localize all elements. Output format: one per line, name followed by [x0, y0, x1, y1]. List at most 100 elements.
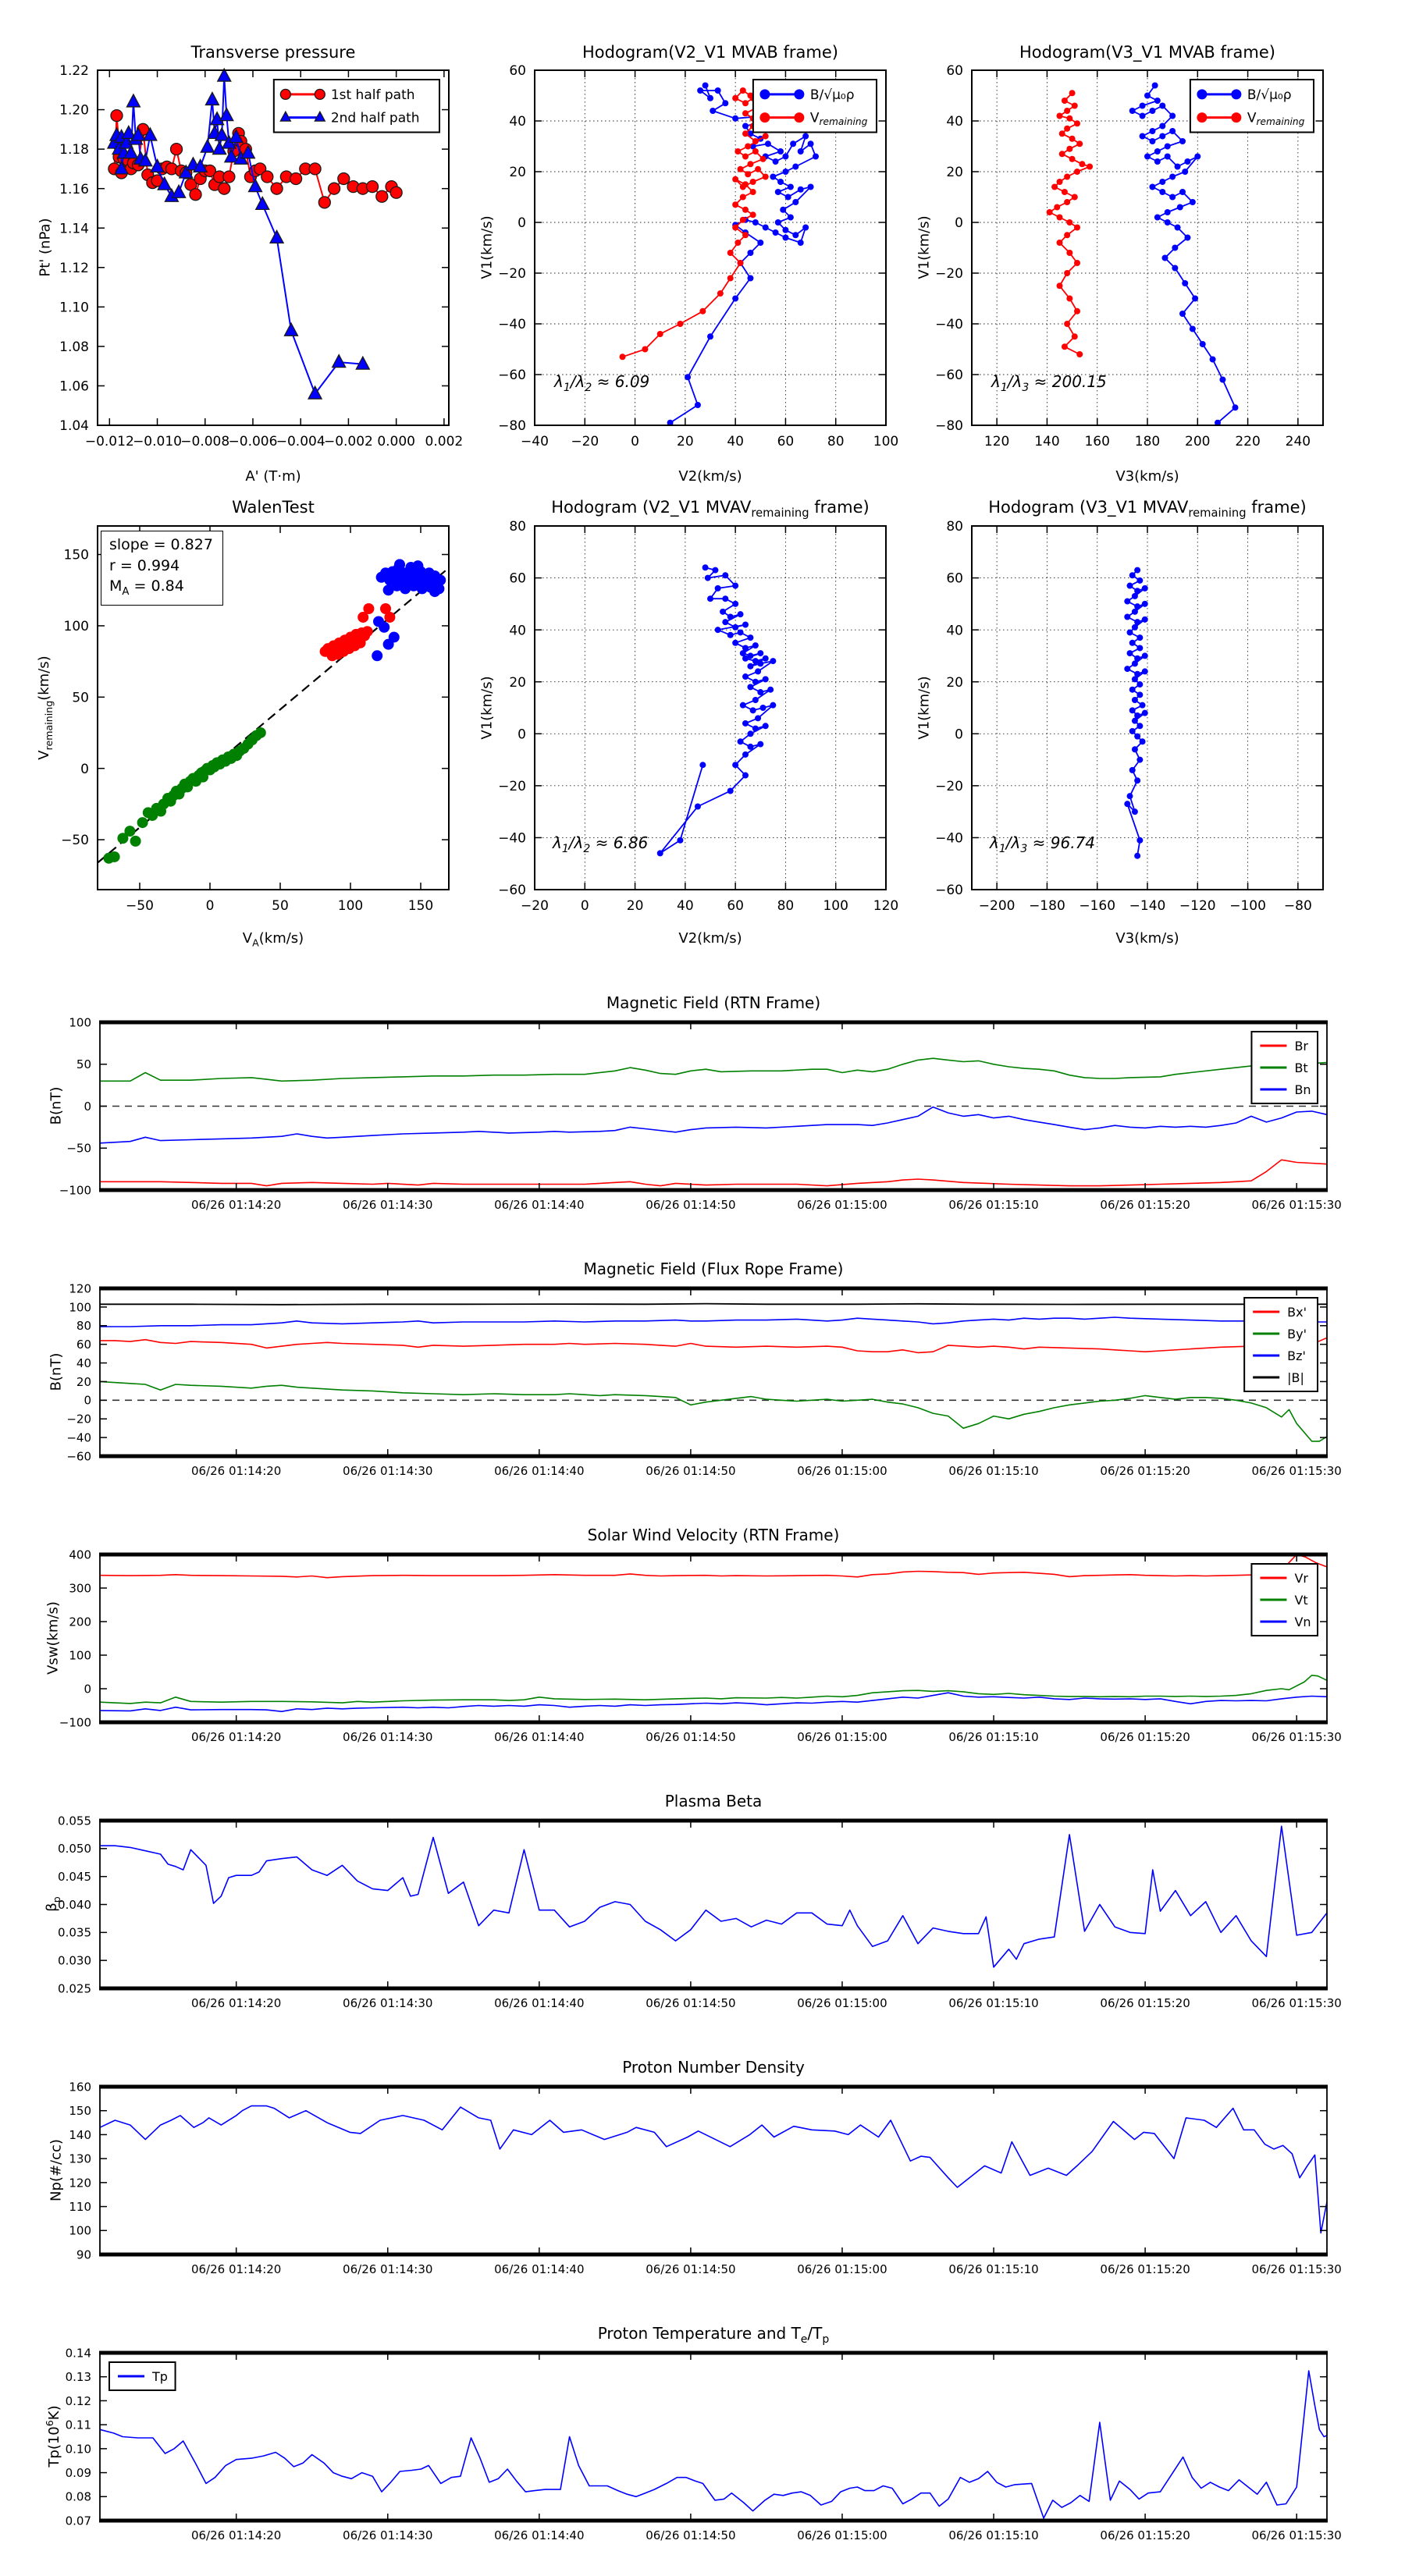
svg-text:−100: −100	[59, 1183, 91, 1197]
axes-frame	[97, 69, 450, 426]
tick-marks	[98, 69, 449, 426]
series--b-	[100, 1302, 1327, 1306]
plasma-beta-canvas: 06/26 01:14:20 06/26 01:14:30 06/26 01:14:…	[58, 1814, 1342, 2010]
svg-text:−60: −60	[66, 1449, 91, 1463]
svg-text:−0.002: −0.002	[324, 434, 373, 449]
tick-marks	[972, 525, 1323, 890]
svg-text:80: 80	[76, 1319, 91, 1333]
svg-text:−100: −100	[59, 1715, 91, 1729]
svg-text:60: 60	[509, 571, 526, 587]
svg-text:06/26 01:14:50: 06/26 01:14:50	[646, 1730, 735, 1744]
svg-text:0.030: 0.030	[58, 1954, 91, 1968]
svg-text:−0.008: −0.008	[180, 434, 229, 449]
svg-text:06/26 01:14:20: 06/26 01:14:20	[191, 2528, 281, 2542]
svg-text:0.07: 0.07	[66, 2514, 91, 2528]
chart-title: Plasma Beta	[664, 1792, 763, 1810]
svg-text:06/26 01:15:10: 06/26 01:15:10	[948, 1730, 1038, 1744]
chart-title: Magnetic Field (Flux Rope Frame)	[583, 1260, 844, 1278]
panel-transverse-pressure: −0.012 −0.010 −0.008 −0.006 −0.004 −0.002 0.00…	[23, 20, 492, 523]
svg-text:0.13: 0.13	[66, 2370, 91, 2384]
series-bn	[99, 1106, 1328, 1144]
svg-text:06/26 01:14:50: 06/26 01:14:50	[646, 1996, 735, 2010]
tick-labels: 06/26 01:14:20 06/26 01:14:30 06/26 01:14:…	[59, 1547, 1342, 1744]
tick-marks	[972, 69, 1323, 426]
svg-text:−60: −60	[498, 368, 526, 383]
chart-title: Hodogram (V3_V1 MVAVremaining frame)	[988, 498, 1307, 521]
svg-text:−20: −20	[521, 898, 549, 914]
svg-text:Vremaining​: Vremaining​	[810, 111, 868, 127]
svg-text:06/26 01:15:30: 06/26 01:15:30	[1251, 1198, 1341, 1212]
axes-frame	[534, 69, 887, 426]
series-vr	[99, 1554, 1328, 1579]
tick-marks	[100, 1022, 1327, 1191]
axes-frame	[99, 1288, 1328, 1457]
svg-text:06/26 01:15:30: 06/26 01:15:30	[1251, 1464, 1341, 1478]
svg-text:60: 60	[727, 898, 744, 914]
eigenvalue-ratio-annotation: λ1/λ2 ≈ 6.09	[554, 372, 650, 394]
svg-text:1.22: 1.22	[59, 63, 89, 79]
series-bt	[100, 1057, 1328, 1082]
panel-magnetic-field-fluxrope: 06/26 01:14:20 06/26 01:14:30 06/26 01:14:…	[23, 1245, 1382, 1512]
series-bz-	[100, 1316, 1327, 1327]
svg-text:−50: −50	[126, 898, 154, 914]
svg-text:1.18: 1.18	[59, 142, 89, 158]
y-axis-label: B(nT)	[48, 1086, 65, 1125]
panel-proton-density: 06/26 01:14:20 06/26 01:14:30 06/26 01:14:…	[23, 2044, 1382, 2310]
svg-text:−20: −20	[935, 779, 963, 794]
svg-text:Br: Br	[1294, 1039, 1308, 1053]
walen-mach-number: MA = 0.84	[109, 577, 184, 598]
svg-text:Bt: Bt	[1294, 1061, 1307, 1075]
y-axis-label: V1(km/s)	[478, 215, 496, 279]
svg-text:60: 60	[76, 1338, 91, 1352]
svg-text:06/26 01:15:30: 06/26 01:15:30	[1251, 1996, 1341, 2010]
svg-text:1.16: 1.16	[59, 182, 89, 197]
svg-text:40: 40	[509, 114, 526, 130]
chart-title: Solar Wind Velocity (RTN Frame)	[587, 1526, 840, 1544]
svg-text:50: 50	[272, 898, 289, 914]
tick-labels: −40 −20 0 20 40 60 80 100 −80 −60 −40 −20 0 20 40 60	[498, 63, 898, 449]
b-rtn-canvas: 06/26 01:14:20 06/26 01:14:30 06/26 01:14:…	[59, 1015, 1342, 1212]
y-axis-label: Np(#/cc)	[48, 2139, 65, 2201]
svg-text:06/26 01:15:20: 06/26 01:15:20	[1100, 2528, 1190, 2542]
svg-text:110: 110	[69, 2200, 91, 2214]
series-first-third	[103, 727, 266, 864]
svg-text:200: 200	[1185, 434, 1210, 449]
chart-title: WalenTest	[232, 498, 315, 517]
svg-text:2nd half path: 2nd half path	[331, 111, 420, 126]
svg-text:0: 0	[84, 1394, 91, 1408]
svg-text:06/26 01:15:20: 06/26 01:15:20	[1100, 1730, 1190, 1744]
svg-text:06/26 01:14:30: 06/26 01:14:30	[343, 1730, 432, 1744]
panel-hodogram-v3v1-mvav: −200 −180 −160 −140 −120 −100 −80 −60 −40 −20 0 20 4…	[905, 468, 1405, 979]
y-axis-label: Vremaining(km/s)	[36, 656, 55, 760]
svg-text:−50: −50	[66, 1142, 91, 1156]
svg-text:0.14: 0.14	[66, 2346, 91, 2360]
svg-text:06/26 01:15:10: 06/26 01:15:10	[948, 2528, 1038, 2542]
y-axis-label: V1(km/s)	[478, 676, 496, 740]
legend: Br Bt Bn	[1250, 1031, 1318, 1104]
svg-text:06/26 01:15:10: 06/26 01:15:10	[948, 1464, 1038, 1478]
svg-text:100: 100	[64, 619, 89, 634]
svg-text:100: 100	[69, 1648, 91, 1662]
walen-fit-stats: slope = 0.827 r = 0.994 MA = 0.84	[101, 531, 223, 606]
svg-text:100: 100	[873, 434, 898, 449]
axes-frame	[99, 1554, 1328, 1723]
svg-text:200: 200	[69, 1615, 91, 1629]
series-v-remaining	[1046, 90, 1094, 357]
walen-test-canvas: −50 0 50 100 150 −50 0 50 100 150	[61, 525, 450, 914]
svg-text:−80: −80	[498, 418, 526, 434]
svg-text:06/26 01:15:20: 06/26 01:15:20	[1100, 1198, 1190, 1212]
svg-text:−60: −60	[498, 883, 526, 898]
series-middle-third	[319, 602, 396, 662]
tick-labels: 120 140 160 180 200 220 240 −80 −60 −40 −20 0 20 40 60	[935, 63, 1311, 449]
panel-plasma-beta: 06/26 01:14:20 06/26 01:14:30 06/26 01:14:…	[23, 1778, 1382, 2044]
svg-text:50: 50	[72, 690, 89, 705]
svg-text:−60: −60	[935, 883, 963, 898]
svg-text:100: 100	[338, 898, 363, 914]
svg-text:160: 160	[1084, 434, 1109, 449]
svg-text:06/26 01:15:30: 06/26 01:15:30	[1251, 1730, 1341, 1744]
svg-text:0: 0	[518, 215, 526, 231]
svg-text:B/√μ₀ρ: B/√μ₀ρ	[810, 87, 855, 103]
svg-text:−180: −180	[1029, 898, 1065, 914]
svg-text:20: 20	[677, 434, 694, 449]
